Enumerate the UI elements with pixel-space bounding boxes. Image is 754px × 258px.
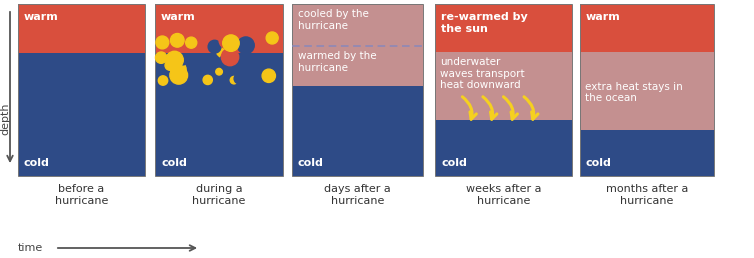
Text: during a
hurricane: during a hurricane — [192, 184, 246, 206]
Text: cooled by the
hurricane: cooled by the hurricane — [298, 9, 369, 31]
Circle shape — [228, 57, 235, 63]
Text: cold: cold — [161, 158, 187, 168]
Text: cold: cold — [441, 158, 467, 168]
Text: warmed by the
hurricane: warmed by the hurricane — [298, 52, 377, 73]
Bar — [18, 4, 145, 176]
Circle shape — [180, 58, 187, 65]
Bar — [435, 120, 572, 176]
Bar — [155, 4, 283, 176]
Text: cold: cold — [298, 158, 324, 168]
Circle shape — [166, 51, 183, 69]
Bar — [580, 4, 714, 52]
Circle shape — [234, 73, 244, 84]
Bar — [580, 131, 714, 176]
Text: months after a
hurricane: months after a hurricane — [605, 184, 688, 206]
Text: depth: depth — [0, 103, 10, 135]
Bar — [292, 86, 423, 176]
Circle shape — [208, 40, 221, 53]
Text: re-warmed by
the sun: re-warmed by the sun — [441, 12, 528, 34]
Bar — [292, 4, 423, 86]
Text: warm: warm — [24, 12, 59, 22]
Circle shape — [223, 71, 241, 88]
Circle shape — [170, 66, 188, 84]
Circle shape — [164, 56, 172, 63]
Text: underwater
waves transport
heat downward: underwater waves transport heat downward — [440, 57, 525, 90]
Circle shape — [222, 48, 239, 66]
Circle shape — [155, 52, 167, 63]
Circle shape — [174, 64, 181, 71]
Circle shape — [158, 76, 167, 85]
Circle shape — [238, 37, 254, 54]
Circle shape — [185, 37, 197, 48]
Circle shape — [216, 68, 222, 75]
Bar — [435, 4, 572, 176]
Text: warm: warm — [586, 12, 621, 22]
Bar — [292, 4, 423, 176]
Bar — [155, 53, 283, 176]
Bar — [435, 4, 572, 52]
Circle shape — [230, 76, 238, 84]
Circle shape — [266, 32, 278, 44]
Bar — [435, 52, 572, 120]
Text: cold: cold — [24, 158, 50, 168]
Circle shape — [216, 41, 233, 58]
Circle shape — [219, 54, 236, 70]
Bar — [580, 52, 714, 131]
Circle shape — [170, 34, 184, 47]
Circle shape — [170, 62, 186, 77]
Bar — [580, 4, 714, 176]
Circle shape — [222, 35, 239, 51]
Circle shape — [156, 36, 169, 49]
Bar — [155, 4, 283, 53]
Text: weeks after a
hurricane: weeks after a hurricane — [466, 184, 541, 206]
Text: cold: cold — [586, 158, 612, 168]
Text: extra heat stays in
the ocean: extra heat stays in the ocean — [585, 82, 683, 103]
Text: days after a
hurricane: days after a hurricane — [324, 184, 391, 206]
Circle shape — [262, 69, 275, 83]
Text: before a
hurricane: before a hurricane — [55, 184, 108, 206]
Bar — [18, 4, 145, 53]
Text: time: time — [18, 243, 43, 253]
Circle shape — [203, 75, 213, 85]
Circle shape — [165, 60, 175, 70]
Text: warm: warm — [161, 12, 196, 22]
Bar — [18, 53, 145, 176]
Circle shape — [174, 26, 189, 41]
Circle shape — [219, 32, 236, 49]
